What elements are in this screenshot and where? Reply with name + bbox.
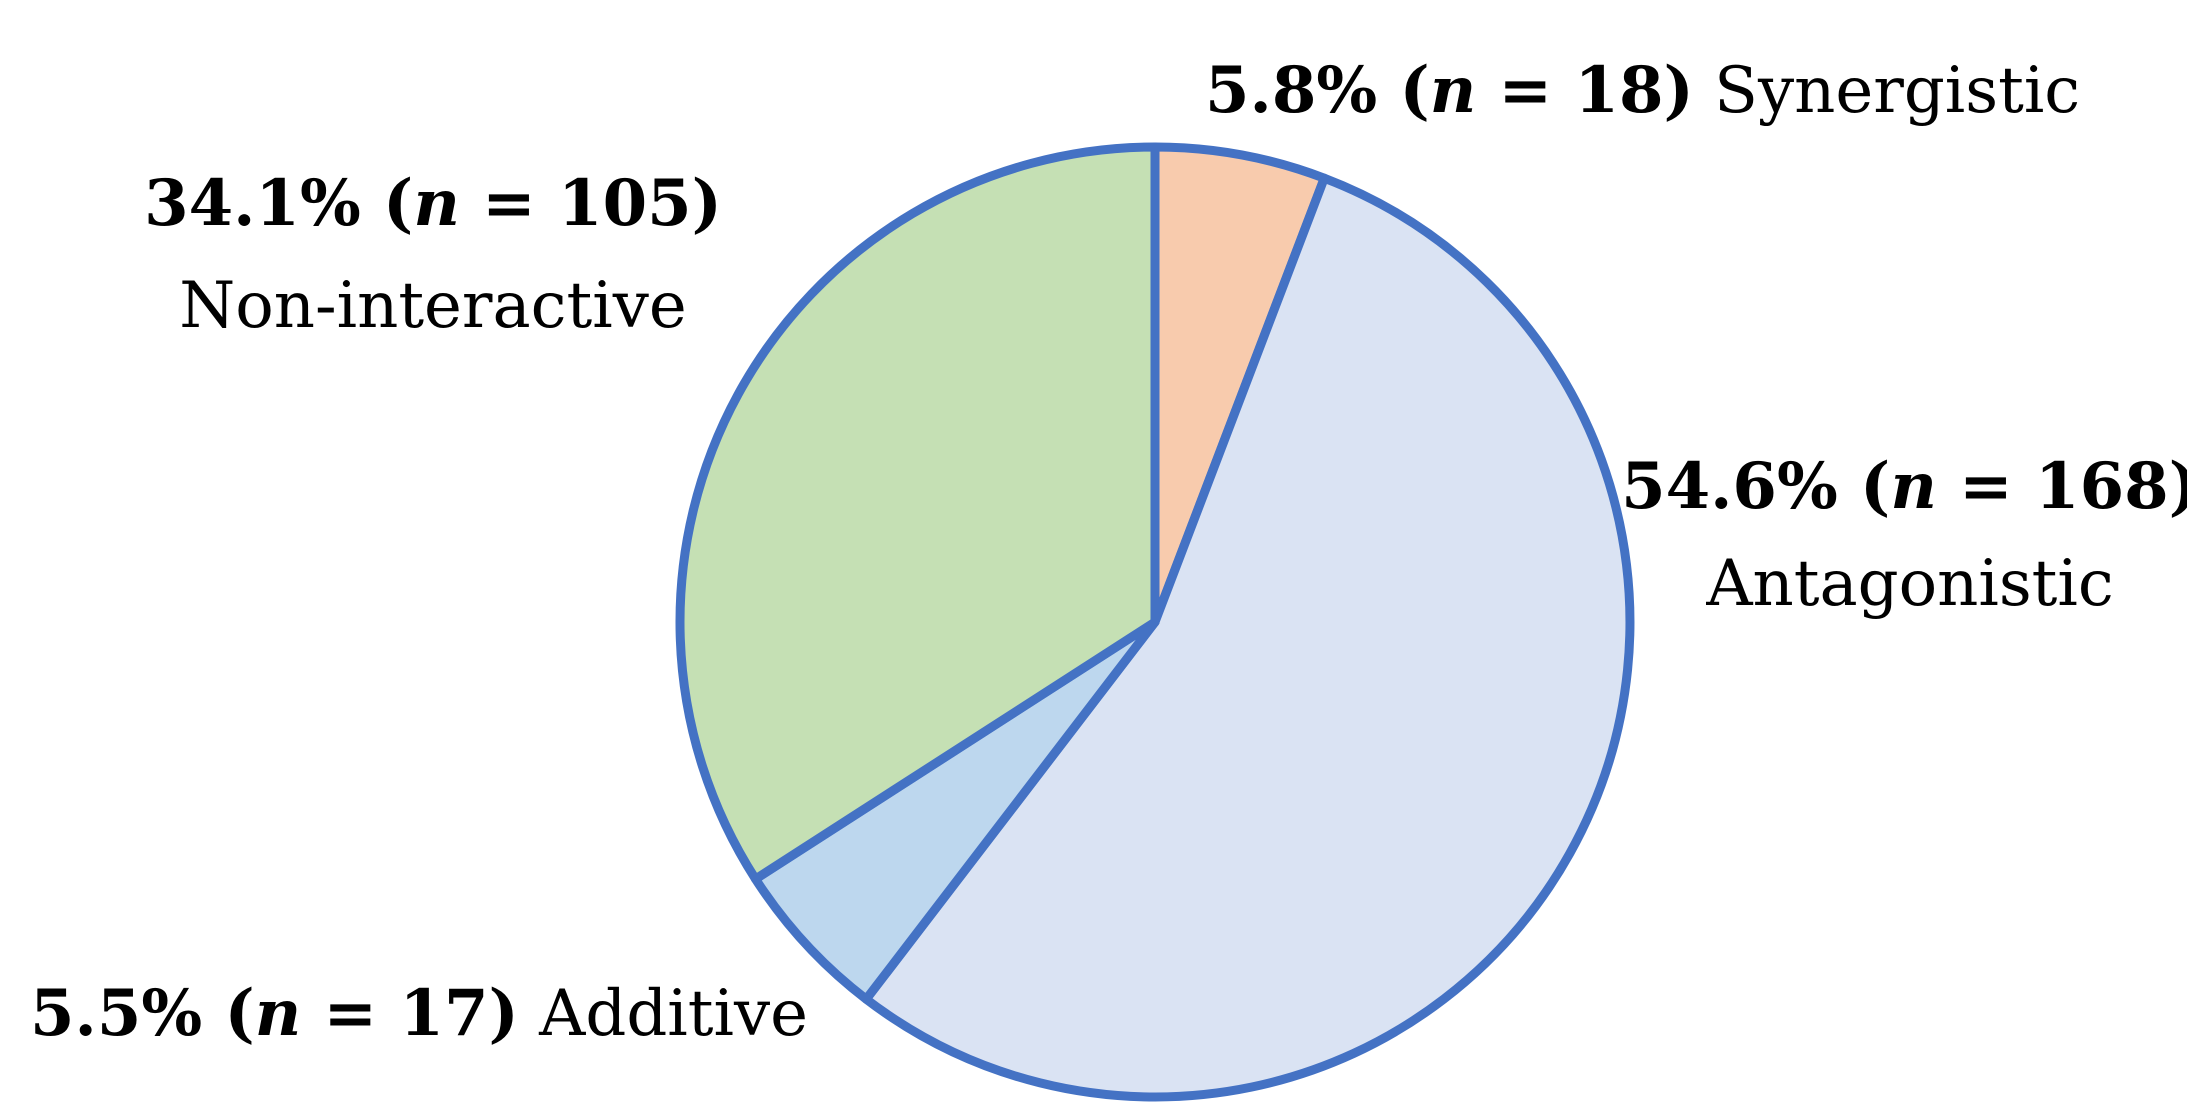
label-synergistic-percent: 5.8%: [1205, 53, 1377, 128]
label-additive-count: 17: [399, 976, 488, 1051]
label-non-interactive-value: 34.1% (n = 105): [144, 166, 722, 241]
label-antagonistic-percent: 54.6%: [1621, 449, 1838, 524]
pie-slice-antagonistic: [861, 173, 1635, 1102]
label-antagonistic-value: 54.6% (n = 168): [1621, 449, 2187, 524]
label-synergistic-count: 18: [1574, 53, 1663, 128]
label-antagonistic-name: Antagonistic: [1705, 547, 2113, 621]
label-non-interactive-percent: 34.1%: [144, 166, 361, 241]
label-antagonistic-count: 168: [2035, 449, 2169, 524]
label-synergistic: 5.8% (n = 18) Synergistic: [1205, 53, 2080, 128]
label-non-interactive-count: 105: [558, 166, 692, 241]
label-additive: 5.5% (n = 17) Additive: [30, 976, 808, 1051]
pie-slice-additive: [751, 617, 1160, 1004]
label-synergistic-n-symbol: n: [1430, 53, 1477, 128]
pie-slice-non-interactive: [675, 142, 1160, 884]
label-synergistic-name: Synergistic: [1714, 54, 2080, 128]
label-additive-name: Additive: [538, 977, 808, 1051]
label-additive-percent: 5.5%: [30, 976, 202, 1051]
label-non-interactive-name: Non-interactive: [179, 269, 686, 343]
pie-slices: [675, 142, 1635, 1102]
